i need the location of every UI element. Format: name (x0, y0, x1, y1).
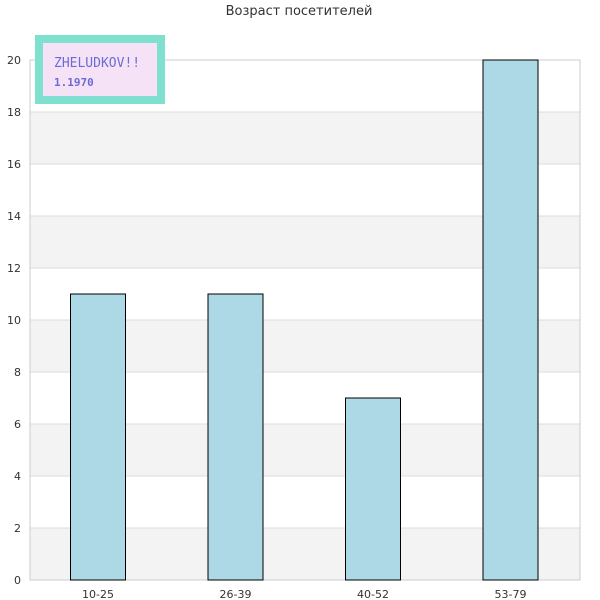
bar-53-79 (482, 59, 539, 581)
y-tick-label: 10 (7, 314, 21, 327)
y-tick-label: 16 (7, 158, 21, 171)
plot-frame (29, 59, 581, 581)
bar-40-52 (345, 397, 401, 581)
x-axis-tick-labels: 10-25 26-39 40-52 53-79 (82, 588, 526, 600)
y-tick-label: 20 (7, 54, 21, 67)
y-tick-label: 0 (14, 574, 21, 587)
watermark-badge: ZHELUDKOV!! 1.1970 (35, 35, 165, 104)
y-axis-tick-labels: 0 2 4 6 8 10 12 14 16 18 20 (7, 54, 21, 587)
y-tick-label: 2 (14, 522, 21, 535)
bar-10-25 (70, 293, 126, 581)
x-tick-label: 53-79 (495, 588, 527, 600)
badge-title: ZHELUDKOV!! (54, 56, 140, 71)
badge-subtitle: 1.1970 (54, 76, 94, 89)
chart-title: Возраст посетителей (226, 4, 373, 19)
y-tick-label: 12 (7, 262, 21, 275)
x-tick-label: 40-52 (357, 588, 389, 600)
badge-box (35, 35, 165, 104)
y-tick-label: 14 (7, 210, 21, 223)
y-tick-label: 8 (14, 366, 21, 379)
y-tick-label: 6 (14, 418, 21, 431)
bar-26-39 (207, 293, 264, 581)
y-tick-label: 4 (14, 470, 21, 483)
x-tick-label: 10-25 (82, 588, 114, 600)
x-tick-label: 26-39 (220, 588, 252, 600)
bars (70, 59, 539, 581)
y-tick-label: 18 (7, 106, 21, 119)
